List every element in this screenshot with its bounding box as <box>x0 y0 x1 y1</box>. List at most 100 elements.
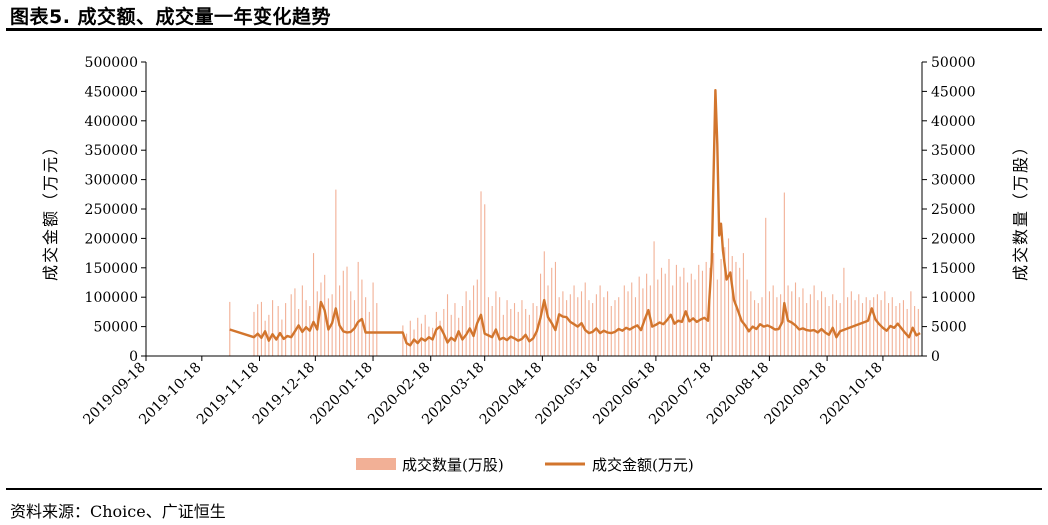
left-tick-label: 400000 <box>85 114 138 130</box>
volume-bar <box>813 285 815 356</box>
volume-bar <box>480 191 482 356</box>
volume-bar <box>668 258 670 356</box>
volume-bar <box>832 294 834 356</box>
volume-bar <box>802 288 804 356</box>
volume-bar <box>461 306 463 356</box>
volume-bar <box>603 297 605 356</box>
volume-bar <box>264 320 266 356</box>
volume-bar <box>727 238 730 356</box>
legend-volume-label: 成交数量(万股) <box>402 456 504 474</box>
volume-bar <box>757 303 759 356</box>
right-tick-label: 15000 <box>931 261 976 277</box>
volume-bar <box>532 303 534 356</box>
volume-bar <box>701 270 704 356</box>
right-tick-label: 35000 <box>931 143 976 159</box>
volume-bar <box>465 291 467 356</box>
volume-bar <box>368 311 370 356</box>
volume-bar <box>558 297 560 356</box>
volume-bar <box>513 303 516 356</box>
right-tick-label: 45000 <box>931 84 976 100</box>
volume-bar <box>899 303 901 356</box>
volume-bar <box>607 291 609 356</box>
volume-bar <box>294 288 296 356</box>
left-tick-label: 100000 <box>85 290 138 306</box>
volume-bar <box>566 300 568 356</box>
volume-bar <box>495 291 497 356</box>
volume-bar <box>653 241 655 356</box>
volume-bar <box>750 291 752 356</box>
volume-bar <box>454 303 456 356</box>
volume-bar <box>342 270 344 356</box>
volume-bar <box>525 308 527 356</box>
volume-bar <box>473 285 475 356</box>
volume-bar <box>335 189 337 356</box>
right-tick-label: 10000 <box>931 290 976 306</box>
left-tick-label: 250000 <box>85 202 138 218</box>
volume-bar <box>850 291 852 356</box>
volume-bar <box>895 306 897 356</box>
volume-bar <box>694 279 696 356</box>
volume-bar <box>554 261 557 356</box>
volume-bar <box>450 314 452 356</box>
amount-line-group <box>229 88 921 347</box>
volume-bar <box>735 261 737 356</box>
volume-bar <box>880 300 882 356</box>
volume-bar <box>660 267 663 356</box>
volume-bar <box>614 300 616 356</box>
volume-bar <box>584 282 586 356</box>
volume-bar <box>417 317 419 356</box>
volume-bar <box>312 253 315 356</box>
volume-bar <box>731 256 733 356</box>
volume-bar <box>902 300 904 356</box>
volume-bar <box>683 267 685 356</box>
top-rule <box>6 28 1042 31</box>
volume-bar <box>709 267 711 356</box>
volume-bar <box>484 204 486 356</box>
left-tick-label: 350000 <box>85 143 138 159</box>
volume-bar <box>724 247 726 356</box>
volume-bar <box>588 300 590 356</box>
source-note: 资料来源：Choice、广证恒生 <box>10 502 226 521</box>
volume-bar <box>365 297 367 356</box>
volume-bar <box>562 291 564 356</box>
volume-bar <box>664 273 666 356</box>
axes: 0500001000001500002000002500003000003500… <box>80 55 975 428</box>
volume-bar <box>595 294 597 356</box>
volume-bar <box>573 285 575 356</box>
legend-amount-label: 成交金额(万元) <box>592 456 694 474</box>
volume-bar <box>301 285 303 356</box>
volume-bar <box>873 297 875 356</box>
volume-bar <box>402 325 404 356</box>
volume-bar <box>298 308 300 356</box>
volume-bar <box>491 306 493 356</box>
volume-bar <box>828 306 830 356</box>
volume-bar <box>569 294 571 356</box>
volume-bar <box>742 253 744 356</box>
volume-bar <box>260 301 262 356</box>
volume-bar <box>835 300 837 356</box>
volume-bar <box>657 279 659 356</box>
right-tick-label: 25000 <box>931 202 976 218</box>
volume-bar <box>551 267 553 356</box>
volume-bar <box>638 276 640 356</box>
left-tick-label: 300000 <box>85 173 138 189</box>
volume-bar <box>854 300 856 356</box>
volume-bar <box>435 311 437 356</box>
right-tick-label: 20000 <box>931 231 976 247</box>
volume-bar <box>409 320 411 356</box>
volume-bar <box>746 279 748 356</box>
volume-bar <box>517 311 519 356</box>
volume-bar <box>917 308 919 356</box>
volume-bar <box>843 267 845 356</box>
volume-bar <box>528 314 530 356</box>
volume-bar <box>809 294 811 356</box>
volume-bar <box>357 261 359 356</box>
volume-bar <box>839 303 841 356</box>
right-tick-label: 40000 <box>931 114 976 130</box>
volume-bar <box>631 282 633 356</box>
right-axis-title: 成交数量（万股） <box>1011 137 1030 281</box>
left-tick-label: 500000 <box>85 55 138 71</box>
volume-bar <box>910 291 912 356</box>
volume-bar <box>610 306 612 356</box>
